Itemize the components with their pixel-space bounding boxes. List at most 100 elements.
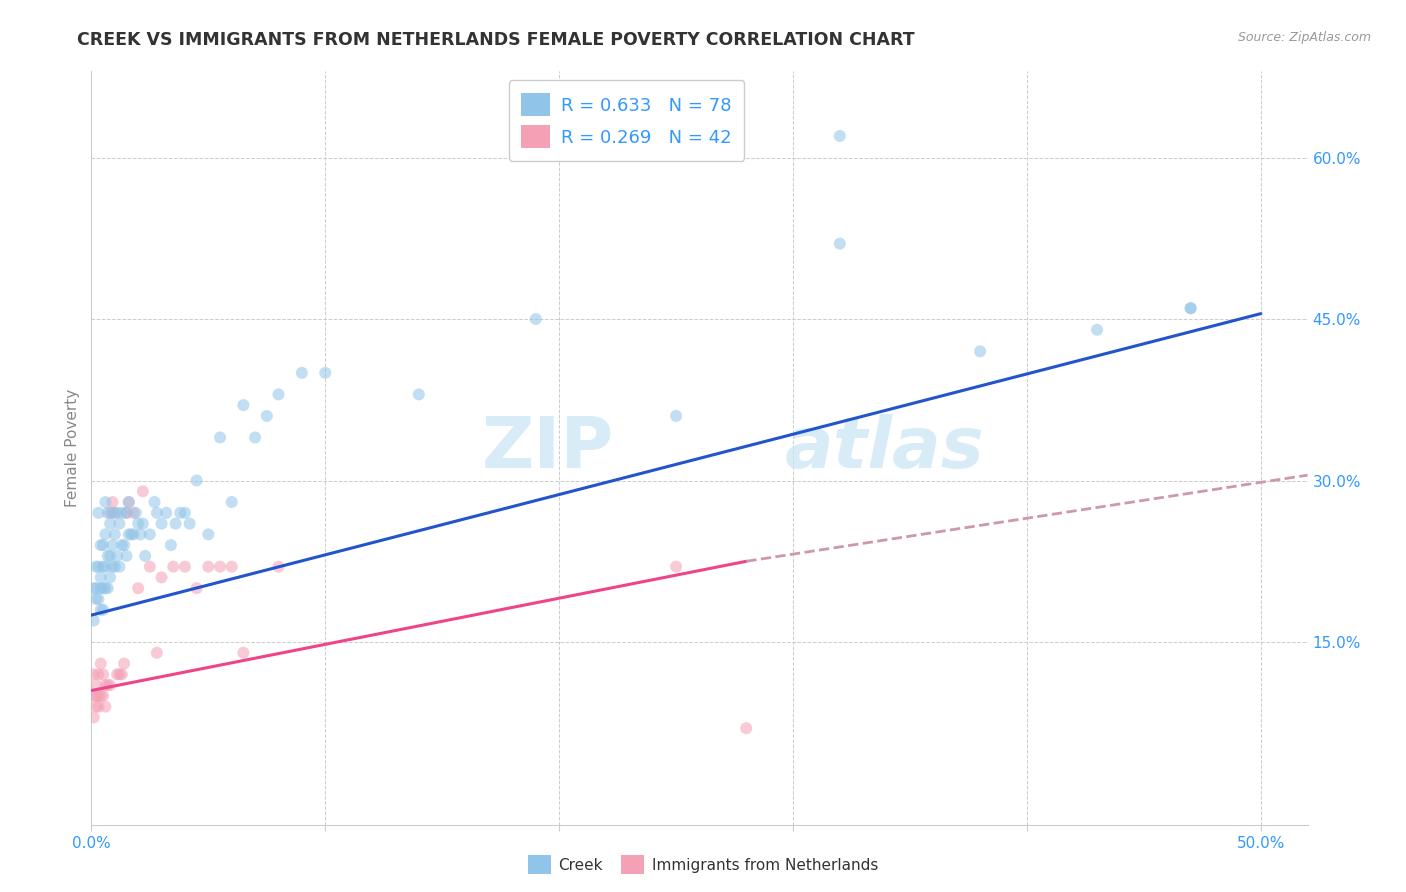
Point	[104, 559, 127, 574]
Point	[90, 689, 112, 703]
Point	[91, 559, 114, 574]
Point	[87, 699, 110, 714]
Point	[101, 538, 124, 552]
Point	[83, 667, 105, 681]
Point	[112, 538, 135, 552]
Point	[84, 678, 107, 692]
Y-axis label: Female Poverty: Female Poverty	[65, 389, 80, 508]
Point	[179, 516, 201, 531]
Point	[91, 689, 114, 703]
Point	[101, 506, 124, 520]
Point	[104, 527, 127, 541]
Point	[129, 527, 152, 541]
Point	[267, 559, 290, 574]
Point	[101, 559, 124, 574]
Point	[1180, 301, 1202, 316]
Point	[122, 527, 145, 541]
Point	[87, 506, 110, 520]
Point	[111, 538, 134, 552]
Point	[108, 516, 131, 531]
Point	[174, 559, 197, 574]
Point	[105, 506, 128, 520]
Legend: Creek, Immigrants from Netherlands: Creek, Immigrants from Netherlands	[522, 849, 884, 880]
Point	[408, 387, 430, 401]
Point	[94, 559, 117, 574]
Point	[665, 409, 688, 423]
Point	[665, 559, 688, 574]
Point	[118, 527, 141, 541]
Point	[90, 570, 112, 584]
Point	[87, 592, 110, 607]
Point	[122, 506, 145, 520]
Point	[91, 581, 114, 595]
Point	[208, 430, 231, 444]
Point	[828, 128, 851, 143]
Point	[735, 721, 758, 735]
Point	[127, 581, 149, 595]
Point	[169, 506, 191, 520]
Point	[98, 678, 121, 692]
Point	[127, 516, 149, 531]
Point	[90, 603, 112, 617]
Point	[174, 506, 197, 520]
Point	[314, 366, 336, 380]
Legend: R = 0.633   N = 78, R = 0.269   N = 42: R = 0.633 N = 78, R = 0.269 N = 42	[509, 80, 744, 161]
Point	[83, 710, 105, 724]
Point	[197, 559, 219, 574]
Point	[115, 549, 138, 563]
Point	[101, 495, 124, 509]
Point	[186, 581, 208, 595]
Point	[94, 495, 117, 509]
Point	[83, 689, 105, 703]
Point	[90, 581, 112, 595]
Point	[221, 559, 243, 574]
Point	[118, 495, 141, 509]
Point	[139, 527, 162, 541]
Point	[267, 387, 290, 401]
Point	[84, 559, 107, 574]
Point	[87, 559, 110, 574]
Point	[146, 506, 169, 520]
Point	[186, 474, 208, 488]
Point	[162, 559, 184, 574]
Point	[1180, 301, 1202, 316]
Point	[98, 516, 121, 531]
Point	[84, 592, 107, 607]
Point	[291, 366, 314, 380]
Point	[83, 581, 105, 595]
Point	[98, 570, 121, 584]
Point	[112, 657, 135, 671]
Point	[97, 506, 120, 520]
Point	[83, 614, 105, 628]
Point	[132, 484, 155, 499]
Point	[104, 506, 127, 520]
Point	[91, 538, 114, 552]
Point	[94, 527, 117, 541]
Point	[84, 689, 107, 703]
Text: CREEK VS IMMIGRANTS FROM NETHERLANDS FEMALE POVERTY CORRELATION CHART: CREEK VS IMMIGRANTS FROM NETHERLANDS FEM…	[77, 31, 915, 49]
Point	[120, 527, 142, 541]
Point	[84, 699, 107, 714]
Point	[221, 495, 243, 509]
Point	[91, 667, 114, 681]
Point	[243, 430, 266, 444]
Point	[108, 667, 131, 681]
Text: Source: ZipAtlas.com: Source: ZipAtlas.com	[1237, 31, 1371, 45]
Point	[165, 516, 187, 531]
Point	[87, 667, 110, 681]
Point	[160, 538, 183, 552]
Point	[146, 646, 169, 660]
Point	[94, 581, 117, 595]
Point	[143, 495, 166, 509]
Point	[87, 689, 110, 703]
Point	[98, 549, 121, 563]
Point	[1085, 323, 1108, 337]
Point	[90, 657, 112, 671]
Text: atlas: atlas	[785, 414, 984, 483]
Point	[132, 516, 155, 531]
Text: ZIP: ZIP	[482, 414, 614, 483]
Point	[115, 506, 138, 520]
Point	[90, 538, 112, 552]
Point	[150, 570, 173, 584]
Point	[139, 559, 162, 574]
